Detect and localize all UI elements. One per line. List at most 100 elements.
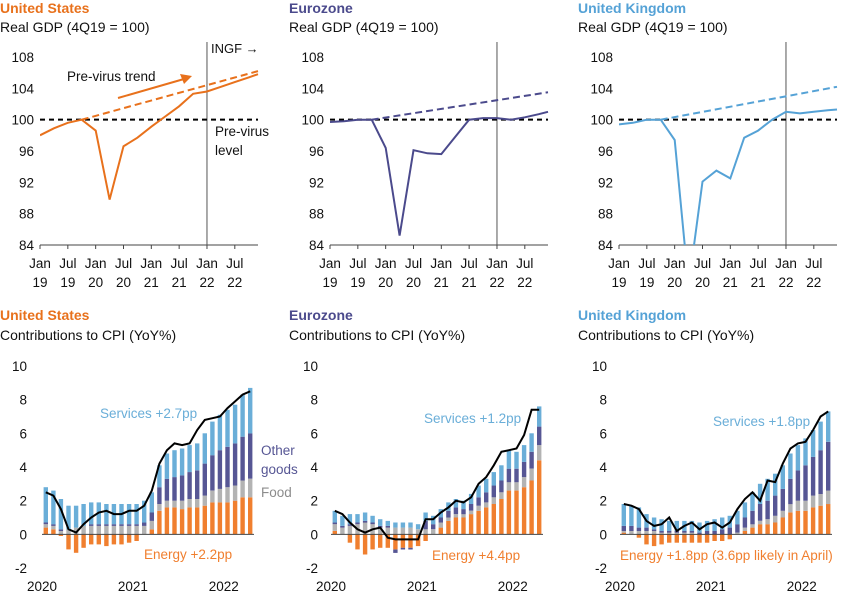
food-annotation: Food — [261, 485, 292, 500]
bar-segment-energy — [476, 510, 481, 535]
bar-segment-services — [788, 453, 793, 479]
y-tick-label: -2 — [306, 561, 318, 576]
gdp-line — [619, 108, 838, 245]
bar-segment-energy — [187, 507, 192, 535]
bar-segment-food — [81, 525, 86, 535]
bar-segment-energy — [179, 509, 185, 535]
x-tick-label: Jan 21 — [140, 256, 162, 290]
x-tick-label: Jan 19 — [29, 256, 51, 290]
y-tick-label: 100 — [590, 113, 613, 128]
x-tick-label: Jul 21 — [171, 256, 188, 290]
bar-segment-energy — [514, 490, 519, 535]
cpi-panel-us: United States Contributions to CPI (YoY%)… — [0, 307, 298, 593]
bar-segment-services — [393, 522, 398, 528]
y-tick-label: 8 — [599, 393, 607, 408]
bar-segment-food — [521, 477, 527, 488]
x-tick-label: Jan 22 — [486, 256, 508, 290]
panel-title: Eurozone — [289, 0, 353, 16]
bar-segment-energy — [667, 534, 672, 543]
x-tick-label: Jul 21 — [750, 256, 767, 290]
bar-segment-other-goods — [780, 488, 785, 511]
bar-segment-other-goods — [126, 524, 132, 526]
bar-segment-food — [142, 525, 147, 535]
gdp-panel-ez: Eurozone Real GDP (4Q19 = 100) 84 88 92 96 100… — [289, 0, 549, 290]
bar-segment-food — [529, 468, 534, 481]
bar-segment-energy — [355, 534, 360, 550]
bar-segment-other-goods — [659, 531, 664, 533]
bar-segment-food — [742, 527, 748, 531]
y-tick-label: 92 — [598, 175, 613, 190]
bar-segment-other-goods — [521, 461, 527, 478]
bar-segment-energy — [484, 507, 489, 535]
bar-segment-services — [506, 450, 512, 469]
bar-segment-services — [332, 510, 337, 523]
x-tick-label: Jul 19 — [349, 256, 366, 290]
bar-segment-energy — [362, 534, 368, 555]
bar-segment-food — [89, 525, 94, 535]
bar-segment-services — [362, 512, 368, 521]
bar-segment-other-goods — [210, 455, 215, 491]
bar-segment-other-goods — [727, 527, 732, 535]
bar-segment-energy — [803, 510, 808, 535]
bar-segment-other-goods — [225, 446, 230, 488]
bar-segment-food — [514, 482, 519, 491]
bar-segment-services — [810, 430, 816, 457]
bar-segment-services — [142, 500, 147, 523]
bar-segment-food — [491, 497, 496, 504]
bar-segment-food — [644, 531, 649, 535]
bar-segment-other-goods — [742, 517, 748, 528]
bar-segment-services — [826, 411, 831, 442]
x-tick-label: 2022 — [498, 579, 528, 593]
bar-segment-services — [803, 438, 808, 466]
y-tick-label: 108 — [590, 50, 613, 65]
bar-segment-food — [476, 505, 481, 511]
y-tick-label: 2 — [19, 494, 27, 509]
y-tick-label: 6 — [310, 426, 318, 441]
bar-segment-food — [187, 499, 192, 508]
bar-segment-energy — [788, 512, 793, 535]
bar-segment-energy — [521, 487, 527, 535]
x-tick-label: Jul 22 — [226, 256, 243, 290]
bar-segment-other-goods — [385, 525, 390, 528]
bar-segment-other-goods — [446, 510, 451, 518]
energy-annotation: Energy +1.8pp (3.6pp likely in April) — [620, 548, 833, 563]
bar-segment-other-goods — [438, 517, 443, 523]
x-tick-label: Jul 20 — [115, 256, 132, 290]
bar-segment-food — [210, 490, 215, 503]
bar-segment-other-goods — [240, 436, 245, 481]
y-tick-label: 92 — [309, 175, 324, 190]
bar-segment-food — [248, 478, 253, 498]
bar-segment-services — [757, 483, 763, 504]
bar-segment-energy — [636, 534, 642, 538]
bar-segment-food — [423, 529, 428, 535]
bar-segment-other-goods — [340, 525, 345, 528]
y-tick-label: 4 — [310, 460, 318, 475]
bar-segment-services — [370, 515, 375, 523]
bar-segment-energy — [506, 490, 512, 535]
bar-segment-food — [484, 502, 489, 508]
bar-segment-services — [537, 406, 542, 427]
bar-segment-other-goods — [818, 450, 823, 494]
bar-segment-other-goods — [58, 529, 64, 531]
trend-arrow-shaft — [117, 78, 185, 99]
bar-segment-other-goods — [529, 451, 534, 469]
bar-segment-energy — [104, 534, 109, 547]
bar-segment-energy — [446, 520, 451, 535]
bar-segment-other-goods — [96, 524, 101, 526]
bar-segment-energy — [96, 534, 101, 545]
bar-segment-services — [73, 505, 79, 528]
bar-segment-energy — [659, 534, 664, 545]
bar-segment-energy — [780, 517, 785, 535]
x-tick-label: 2020 — [605, 579, 635, 593]
bar-segment-food — [667, 532, 672, 535]
bar-segment-energy — [818, 505, 823, 535]
bar-segment-energy — [51, 529, 56, 535]
bar-segment-food — [73, 527, 79, 535]
bar-segment-food — [111, 525, 117, 535]
bar-segment-food — [43, 524, 48, 528]
bar-segment-energy — [400, 534, 406, 548]
panel-subtitle: Contributions to CPI (YoY%) — [0, 327, 176, 343]
bar-segment-food — [157, 504, 162, 511]
y-tick-label: 84 — [309, 238, 325, 253]
x-tick-label: 2021 — [407, 579, 437, 593]
